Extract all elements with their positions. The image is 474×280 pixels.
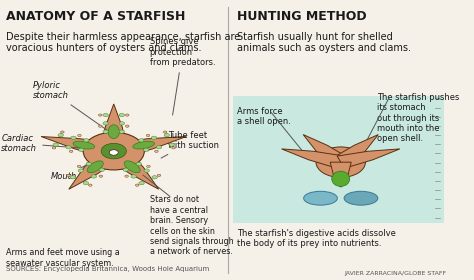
Text: Pyloric
stomach: Pyloric stomach: [33, 81, 107, 130]
Text: HUNTING METHOD: HUNTING METHOD: [237, 10, 367, 23]
Circle shape: [146, 165, 150, 167]
Polygon shape: [282, 149, 344, 168]
Circle shape: [77, 165, 81, 167]
Polygon shape: [337, 149, 400, 168]
Circle shape: [53, 143, 58, 146]
Polygon shape: [333, 135, 378, 166]
Circle shape: [83, 181, 89, 185]
Circle shape: [123, 168, 128, 171]
Circle shape: [83, 132, 144, 170]
Polygon shape: [104, 147, 159, 189]
Circle shape: [119, 130, 125, 133]
Text: The starfish pushes
its stomach
out through its
mouth into the
open shell.: The starfish pushes its stomach out thro…: [377, 93, 459, 143]
Text: Cardiac
stomach: Cardiac stomach: [1, 134, 82, 153]
Text: Tube feet
with suction: Tube feet with suction: [161, 131, 219, 158]
Circle shape: [126, 114, 129, 116]
Polygon shape: [69, 147, 124, 189]
Ellipse shape: [344, 191, 378, 205]
Circle shape: [136, 162, 141, 165]
Circle shape: [78, 134, 81, 137]
Text: JAVIER ZARRACINA/GLOBE STAFF: JAVIER ZARRACINA/GLOBE STAFF: [344, 271, 447, 276]
Circle shape: [86, 162, 91, 165]
Circle shape: [155, 150, 158, 152]
Circle shape: [69, 150, 73, 152]
Circle shape: [89, 184, 92, 186]
Ellipse shape: [108, 125, 119, 139]
Text: Starfish usually hunt for shelled
animals such as oysters and clams.: Starfish usually hunt for shelled animal…: [237, 32, 411, 53]
Circle shape: [139, 181, 144, 185]
Circle shape: [119, 113, 125, 117]
Circle shape: [83, 139, 89, 142]
Text: Arms force
a shell open.: Arms force a shell open.: [237, 107, 291, 126]
Text: SOURCES: Encyclopedia Britannica, Woods Hole Aquarium: SOURCES: Encyclopedia Britannica, Woods …: [6, 266, 209, 272]
Ellipse shape: [304, 191, 337, 205]
Circle shape: [103, 113, 109, 117]
Circle shape: [164, 131, 167, 133]
Circle shape: [316, 147, 365, 178]
Circle shape: [99, 168, 104, 171]
Circle shape: [109, 150, 118, 155]
Circle shape: [172, 147, 175, 149]
Circle shape: [71, 136, 76, 139]
Circle shape: [61, 131, 64, 133]
Polygon shape: [330, 162, 351, 187]
Circle shape: [144, 148, 149, 151]
Circle shape: [103, 130, 109, 133]
Circle shape: [99, 175, 103, 177]
Circle shape: [131, 175, 137, 178]
Polygon shape: [41, 137, 118, 158]
Text: The starfish's digestive acids dissolve
the body of its prey into nutrients.: The starfish's digestive acids dissolve …: [237, 229, 396, 248]
Circle shape: [136, 184, 139, 186]
Circle shape: [152, 176, 157, 179]
Circle shape: [70, 176, 75, 179]
Circle shape: [157, 174, 161, 176]
Circle shape: [67, 174, 70, 176]
Polygon shape: [101, 104, 126, 151]
Ellipse shape: [332, 171, 350, 186]
Ellipse shape: [124, 161, 140, 173]
FancyBboxPatch shape: [233, 96, 444, 223]
Circle shape: [66, 146, 71, 149]
Text: Stars do not
have a central
brain. Sensory
cells on the skin
send signals throug: Stars do not have a central brain. Senso…: [150, 195, 233, 256]
Polygon shape: [110, 137, 186, 158]
Circle shape: [119, 122, 125, 125]
Circle shape: [101, 143, 127, 159]
Circle shape: [79, 148, 84, 151]
Circle shape: [99, 125, 102, 127]
Circle shape: [58, 134, 64, 137]
Circle shape: [91, 175, 97, 178]
Circle shape: [126, 125, 129, 127]
Circle shape: [164, 134, 170, 137]
Circle shape: [146, 134, 150, 137]
Circle shape: [169, 143, 174, 146]
Text: Despite their harmless appearance, starfish are
voracious hunters of oysters and: Despite their harmless appearance, starf…: [6, 32, 240, 53]
Text: Mouth: Mouth: [51, 154, 109, 181]
Text: ANATOMY OF A STARFISH: ANATOMY OF A STARFISH: [6, 10, 185, 23]
Circle shape: [138, 139, 144, 142]
Circle shape: [78, 169, 83, 172]
Circle shape: [151, 136, 157, 139]
Ellipse shape: [73, 141, 95, 149]
Ellipse shape: [87, 161, 103, 173]
Circle shape: [99, 114, 102, 116]
Circle shape: [144, 169, 149, 172]
Circle shape: [52, 147, 56, 149]
Text: Arms and feet move using a
seawater vascular system.: Arms and feet move using a seawater vasc…: [6, 248, 119, 267]
Text: Spines give
protection
from predators.: Spines give protection from predators.: [150, 37, 215, 115]
Polygon shape: [303, 135, 349, 166]
Circle shape: [156, 146, 162, 149]
Circle shape: [125, 175, 128, 177]
Circle shape: [103, 122, 109, 125]
Ellipse shape: [133, 141, 155, 149]
